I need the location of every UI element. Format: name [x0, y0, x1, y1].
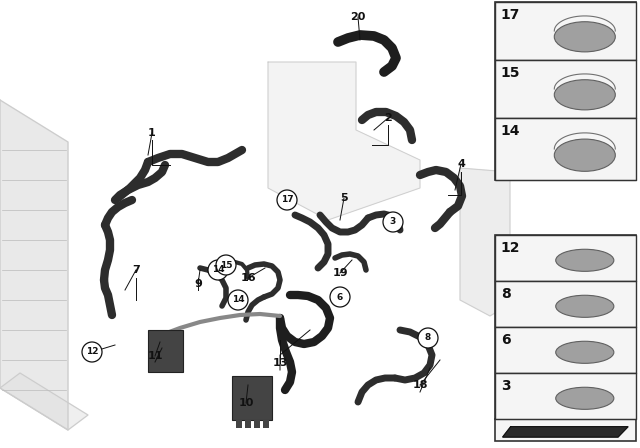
Text: 17: 17 [500, 8, 520, 22]
Text: 8: 8 [425, 333, 431, 343]
Text: 6: 6 [500, 333, 510, 347]
Circle shape [383, 212, 403, 232]
Text: 3: 3 [500, 379, 510, 393]
Text: 14: 14 [232, 296, 244, 305]
Bar [245, 420, 251, 428]
Text: 1: 1 [148, 128, 156, 138]
Text: 19: 19 [332, 268, 348, 278]
Text: 7: 7 [132, 265, 140, 275]
Text: 12: 12 [86, 348, 99, 357]
Bar [236, 420, 242, 428]
Text: 9: 9 [194, 279, 202, 289]
Bar [495, 2, 636, 60]
Bar [148, 330, 183, 372]
Bar [495, 281, 636, 327]
Bar [495, 419, 636, 441]
Ellipse shape [556, 295, 614, 317]
Bar [495, 235, 636, 281]
Text: 3: 3 [390, 217, 396, 227]
Circle shape [330, 287, 350, 307]
Text: 2: 2 [384, 113, 392, 123]
Bar [254, 420, 260, 428]
Bar [495, 235, 636, 419]
Bar [495, 118, 636, 180]
Text: 14: 14 [212, 266, 224, 275]
Text: 8: 8 [500, 287, 511, 301]
Circle shape [208, 260, 228, 280]
Ellipse shape [556, 387, 614, 409]
Bar [263, 420, 269, 428]
Text: 5: 5 [340, 193, 348, 203]
Circle shape [216, 255, 236, 275]
Polygon shape [268, 62, 420, 220]
Text: 12: 12 [500, 241, 520, 255]
Text: 10: 10 [238, 398, 253, 408]
Text: 16: 16 [240, 273, 256, 283]
Polygon shape [0, 373, 88, 430]
Ellipse shape [556, 341, 614, 363]
Bar [495, 373, 636, 419]
Circle shape [82, 342, 102, 362]
Bar [495, 327, 636, 373]
Polygon shape [0, 100, 68, 430]
Ellipse shape [554, 139, 615, 171]
Circle shape [418, 328, 438, 348]
Bar [495, 60, 636, 118]
Circle shape [277, 190, 297, 210]
Ellipse shape [554, 22, 615, 52]
Text: 17: 17 [281, 195, 293, 204]
Bar [232, 376, 272, 420]
Polygon shape [503, 426, 628, 437]
Text: 6: 6 [337, 293, 343, 302]
Text: 14: 14 [500, 124, 520, 138]
Text: 15: 15 [500, 66, 520, 80]
Circle shape [228, 290, 248, 310]
Text: 13: 13 [272, 358, 288, 368]
Text: 15: 15 [220, 260, 232, 270]
Text: 20: 20 [350, 12, 365, 22]
Ellipse shape [556, 249, 614, 271]
Bar [495, 2, 636, 180]
Text: 11: 11 [147, 351, 163, 361]
Polygon shape [460, 168, 510, 316]
Ellipse shape [554, 80, 615, 110]
Text: 18: 18 [412, 380, 428, 390]
Text: 4: 4 [457, 159, 465, 169]
